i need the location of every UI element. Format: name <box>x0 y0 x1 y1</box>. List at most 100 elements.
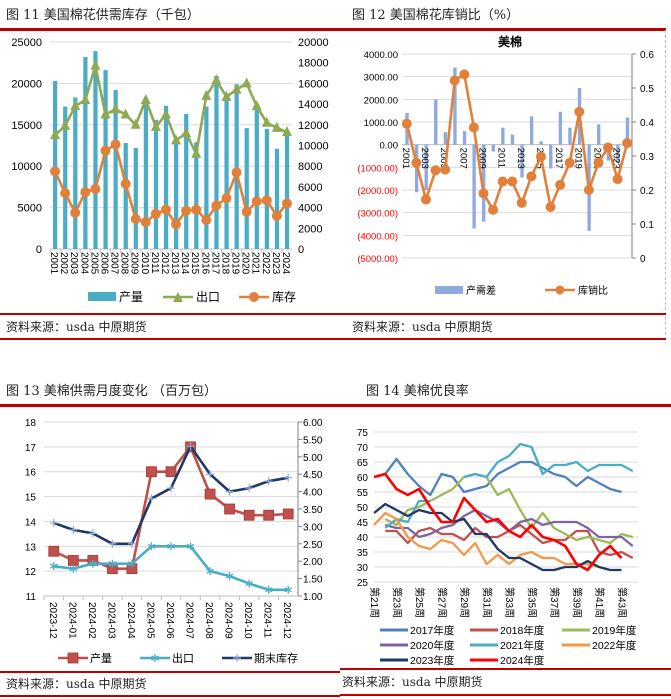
legend-marker-exports <box>173 292 183 302</box>
line-ending-stocks <box>53 445 289 546</box>
bar-supply-demand-gap <box>453 67 457 145</box>
point-stock-to-use <box>526 171 537 182</box>
x-tick-label: 2024-03 <box>105 602 116 639</box>
x-tick-label: 第43周 <box>615 587 628 618</box>
bar-supply-demand-gap <box>510 134 515 145</box>
y-tick-label: 70 <box>357 443 369 454</box>
point-exports <box>271 121 282 132</box>
point-ending-stocks <box>206 470 215 479</box>
point-exports <box>120 108 131 119</box>
point-stocks <box>50 166 61 177</box>
line-season-2020 <box>384 508 634 547</box>
bar-production <box>244 128 249 249</box>
figure-11-title: 图 11 美国棉花供需库存（千包） <box>6 8 200 23</box>
point-exports <box>231 83 242 94</box>
x-tick-label: 第31周 <box>480 587 493 618</box>
figure-11-source-rule <box>0 313 340 315</box>
figure-11-bottom-rule <box>0 338 340 340</box>
point-exports <box>211 74 222 85</box>
y-tick-label: 55 <box>357 488 369 499</box>
x-tick-label: 2019 <box>230 252 241 275</box>
y-tick-label: 35 <box>357 548 369 559</box>
point-stock-to-use <box>497 176 508 187</box>
bar-supply-demand-gap <box>529 116 534 145</box>
x-tick-label: 2017 <box>209 252 220 275</box>
point-exports <box>128 559 136 568</box>
bar-production <box>174 142 179 249</box>
legend-marker-stocks <box>249 292 259 302</box>
bar-supply-demand-gap <box>482 144 486 222</box>
x-tick-label: 第41周 <box>593 587 606 618</box>
y-left-tick-label: 13 <box>25 542 37 553</box>
point-stock-to-use <box>459 69 470 80</box>
bar-production <box>73 97 78 249</box>
point-stocks <box>150 208 161 219</box>
figure-11-chart: 0 5000 10000 15000 20000 25000 0 2000 4000 6000 80… <box>11 37 329 304</box>
x-tick-label: 2024-04 <box>125 602 136 639</box>
figure-13-bottom-rule <box>0 695 340 697</box>
y-right-tick-label: 1.00 <box>303 592 323 603</box>
y-right-tick-label: 16000 <box>298 78 329 90</box>
figure-13-top-rule <box>0 404 340 407</box>
point-production <box>204 488 216 500</box>
x-tick-label: 2011 <box>149 252 160 274</box>
bar-supply-demand-gap <box>520 144 524 178</box>
point-stocks <box>181 205 192 216</box>
bar-production <box>274 148 280 249</box>
bar-supply-demand-gap <box>434 99 438 145</box>
x-tick-label: 2013 <box>515 148 526 169</box>
x-tick-label: 2024-08 <box>203 602 214 639</box>
y-left-tick-label: 10000 <box>11 161 42 173</box>
y-right-tick-label: 5.00 <box>303 453 323 464</box>
x-tick-label: 2009 <box>476 148 487 169</box>
legend-label-2020: 2020年度 <box>410 639 455 652</box>
point-ending-stocks <box>88 529 97 538</box>
point-ending-stocks <box>69 525 78 534</box>
point-exports <box>191 147 202 158</box>
point-exports <box>80 93 91 104</box>
point-stock-to-use <box>622 138 633 149</box>
bar-production <box>93 51 98 249</box>
point-stocks <box>251 196 262 207</box>
point-exports <box>264 585 273 594</box>
bar-supply-demand-gap <box>491 144 495 152</box>
x-tick-label: 第39周 <box>570 587 583 618</box>
bar-supply-demand-gap <box>424 144 428 190</box>
x-tick-label: 第33周 <box>503 587 516 618</box>
x-tick-label: 第29周 <box>458 587 471 618</box>
y-right-tick-label: 0.5 <box>640 84 654 95</box>
point-stocks <box>191 204 202 215</box>
line-stocks <box>53 143 288 226</box>
x-tick-label: 2024-11 <box>262 602 273 638</box>
x-tick-label: 2007 <box>457 148 468 169</box>
y-left-tick-label: 0 <box>36 244 42 256</box>
y-left-tick-label: 14 <box>25 517 37 528</box>
bar-production <box>184 114 189 249</box>
x-tick-label: 2024-05 <box>144 602 155 639</box>
y-left-tick-label: 5000 <box>18 203 42 215</box>
x-tick-label: 2001 <box>400 148 411 169</box>
x-tick-label: 2005 <box>88 252 99 275</box>
y-left-tick-label: 17 <box>25 443 37 454</box>
y-tick-label: 45 <box>357 518 369 529</box>
y-right-tick-label: 4.00 <box>303 488 323 499</box>
y-left-tick-label: 11 <box>26 592 37 603</box>
x-tick-label: 2017 <box>553 148 564 169</box>
point-exports <box>225 572 234 581</box>
point-stocks <box>271 210 282 221</box>
x-tick-label: 2009 <box>129 252 140 275</box>
y-right-tick-label: 0.6 <box>640 50 654 61</box>
point-exports <box>245 579 253 588</box>
point-ending-stocks <box>49 518 58 527</box>
point-stocks <box>110 139 121 150</box>
point-stock-to-use <box>478 188 489 199</box>
y-right-tick-label: 0.1 <box>640 220 654 231</box>
point-ending-stocks <box>186 442 195 451</box>
point-stock-to-use <box>440 164 451 175</box>
bar-supply-demand-gap <box>501 127 505 145</box>
point-stock-to-use <box>430 165 441 176</box>
bar-production <box>63 106 68 249</box>
x-tick-label: 2024 <box>280 252 291 275</box>
x-tick-label: 第35周 <box>525 587 538 618</box>
line-production <box>53 445 289 570</box>
